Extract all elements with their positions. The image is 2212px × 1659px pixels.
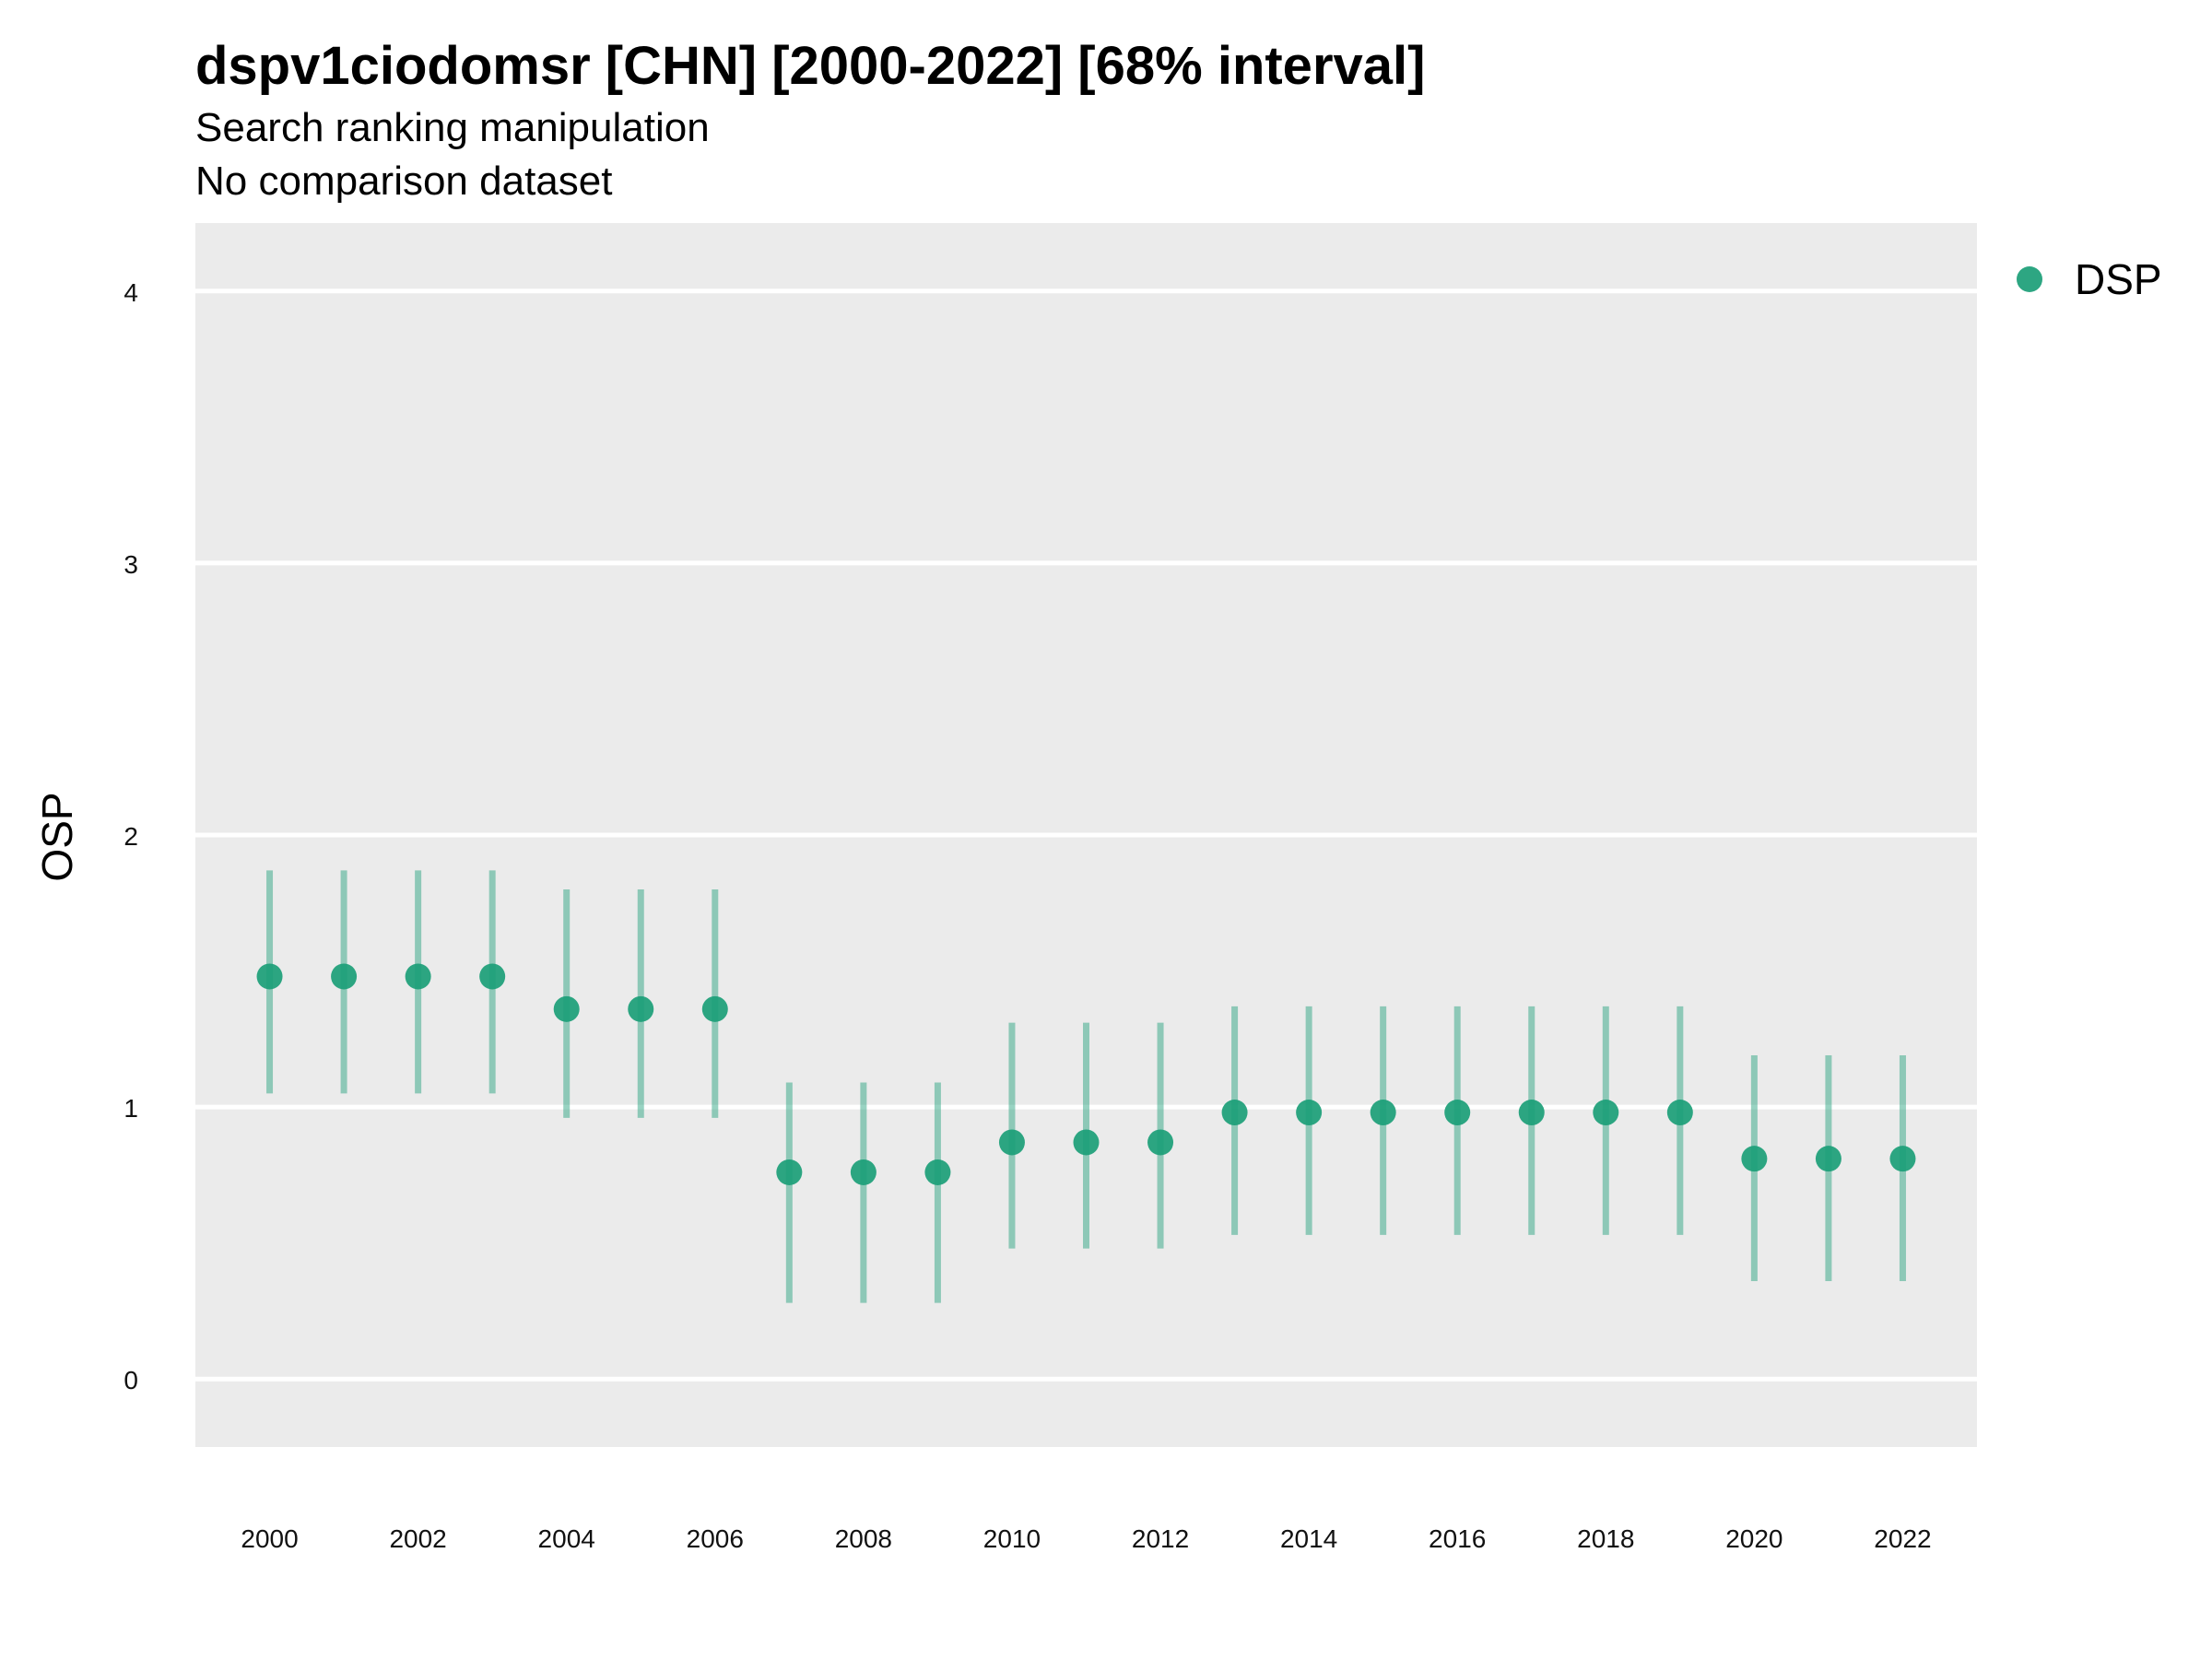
y-tick-label-3: 3 bbox=[124, 550, 138, 579]
data-point-2021 bbox=[1815, 1146, 1841, 1172]
data-point-2011 bbox=[1073, 1129, 1100, 1156]
x-tick-label-2012: 2012 bbox=[1132, 1524, 1189, 1553]
data-point-2016 bbox=[1444, 1100, 1471, 1126]
data-point-2014 bbox=[1296, 1100, 1323, 1126]
data-point-2018 bbox=[1593, 1100, 1619, 1126]
legend-label-DSP: DSP bbox=[2075, 255, 2162, 303]
data-point-2005 bbox=[628, 995, 654, 1022]
data-point-2003 bbox=[479, 963, 506, 990]
data-point-2022 bbox=[1889, 1146, 1916, 1172]
y-tick-label-2: 2 bbox=[124, 822, 138, 851]
data-point-2017 bbox=[1518, 1100, 1545, 1126]
legend-marker-DSP bbox=[2017, 266, 2042, 292]
data-point-2019 bbox=[1666, 1100, 1693, 1126]
data-point-2020 bbox=[1741, 1146, 1768, 1172]
x-tick-label-2018: 2018 bbox=[1577, 1524, 1634, 1553]
x-tick-label-2010: 2010 bbox=[983, 1524, 1041, 1553]
data-point-2012 bbox=[1147, 1129, 1174, 1156]
data-point-2013 bbox=[1221, 1100, 1248, 1126]
data-point-2002 bbox=[405, 963, 431, 990]
data-point-2015 bbox=[1370, 1100, 1396, 1126]
x-tick-label-2000: 2000 bbox=[241, 1524, 298, 1553]
data-point-2004 bbox=[553, 995, 580, 1022]
x-tick-label-2020: 2020 bbox=[1725, 1524, 1783, 1553]
data-point-2010 bbox=[998, 1129, 1025, 1156]
data-point-2007 bbox=[776, 1159, 803, 1185]
y-tick-label-0: 0 bbox=[124, 1366, 138, 1394]
x-tick-label-2004: 2004 bbox=[538, 1524, 595, 1553]
x-tick-label-2006: 2006 bbox=[687, 1524, 744, 1553]
chart-subtitle-1: Search ranking manipulation bbox=[195, 105, 710, 150]
x-tick-label-2002: 2002 bbox=[389, 1524, 446, 1553]
y-tick-label-4: 4 bbox=[124, 278, 138, 307]
y-tick-label-1: 1 bbox=[124, 1094, 138, 1123]
data-point-2001 bbox=[331, 963, 358, 990]
chart-title: dspv1ciodomsr [CHN] [2000-2022] [68% int… bbox=[195, 36, 1426, 96]
x-tick-label-2022: 2022 bbox=[1874, 1524, 1931, 1553]
data-point-2000 bbox=[256, 963, 283, 990]
x-tick-label-2008: 2008 bbox=[835, 1524, 892, 1553]
chart-subtitle-2: No comparison dataset bbox=[195, 159, 613, 204]
data-point-2008 bbox=[850, 1159, 877, 1185]
data-point-2006 bbox=[701, 995, 728, 1022]
y-axis-label: OSP bbox=[33, 792, 81, 881]
x-tick-label-2016: 2016 bbox=[1429, 1524, 1486, 1553]
x-tick-label-2014: 2014 bbox=[1280, 1524, 1337, 1553]
data-point-2009 bbox=[924, 1159, 951, 1185]
